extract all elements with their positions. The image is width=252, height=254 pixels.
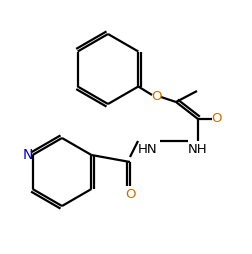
Text: O: O: [212, 113, 222, 125]
Text: N: N: [22, 148, 33, 162]
Text: NH: NH: [188, 143, 208, 156]
Text: O: O: [125, 187, 135, 200]
Text: HN: HN: [138, 143, 158, 156]
Text: O: O: [151, 89, 161, 103]
